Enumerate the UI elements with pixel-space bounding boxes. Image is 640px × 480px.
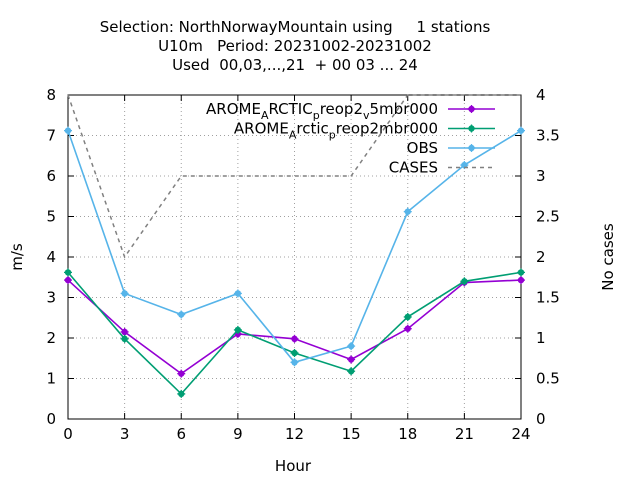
y2-tick-label: 2: [536, 248, 546, 266]
legend-label-part: RCTIC: [268, 100, 312, 118]
x-tick-label: 9: [233, 425, 243, 443]
x-tick-label: 21: [455, 425, 474, 443]
x-tick-label: 18: [398, 425, 417, 443]
chart-title-line-3: Used 00,03,...,21 + 00 03 ... 24: [172, 56, 418, 74]
series-line-3: [67, 94, 521, 259]
series-layer: [64, 94, 525, 398]
y-tick-label: 3: [46, 289, 56, 307]
y2-tick-label: 1: [536, 329, 546, 347]
y-tick-label: 7: [46, 127, 56, 145]
series-1: [64, 268, 525, 398]
x-axis-label: Hour: [275, 457, 312, 475]
x-tick-label: 12: [285, 425, 304, 443]
y2-tick-label: 3.5: [536, 127, 560, 145]
series-0: [64, 276, 525, 378]
legend-label-part: 5mbr000: [370, 100, 438, 118]
y-axis-label: m/s: [8, 243, 26, 271]
legend: AROMEARCTICpreop2v5mbr000AROMEArcticpreo…: [206, 100, 495, 177]
legend-label-part: p: [329, 129, 336, 142]
legend-label-3: CASES: [389, 159, 438, 177]
x-tick-label: 15: [342, 425, 361, 443]
chart-title-line-2: U10m Period: 20231002-20231002: [158, 37, 432, 55]
legend-label-part: AROME: [206, 100, 261, 118]
y-tick-label: 6: [46, 167, 56, 185]
x-tick-label: 6: [176, 425, 186, 443]
y-tick-label: 8: [46, 86, 56, 104]
legend-label-part: rctic: [296, 120, 328, 138]
y2-tick-label: 3: [536, 167, 546, 185]
legend-label-part: reop2: [320, 100, 363, 118]
y2-tick-label: 0: [536, 410, 546, 428]
y2-tick-label: 0.5: [536, 370, 560, 388]
legend-label-2: OBS: [407, 139, 438, 157]
grid-lines: [67, 94, 522, 420]
legend-label-part: p: [313, 109, 320, 122]
legend-label-part: A: [289, 129, 297, 142]
y-tick-label: 1: [46, 370, 56, 388]
chart-title-line-1: Selection: NorthNorwayMountain using 1 s…: [99, 18, 491, 36]
x-tick-label: 3: [120, 425, 130, 443]
y-tick-label: 5: [46, 208, 56, 226]
legend-label-part: OBS: [407, 139, 438, 157]
legend-label-part: CASES: [389, 159, 438, 177]
x-tick-label: 0: [63, 425, 73, 443]
y2-tick-label: 4: [536, 86, 546, 104]
legend-label-part: AROME: [234, 120, 289, 138]
y-tick-label: 2: [46, 329, 56, 347]
legend-label-part: reop2mbr000: [336, 120, 438, 138]
legend-label-0: AROMEARCTICpreop2v5mbr000: [206, 100, 438, 122]
legend-label-1: AROMEArcticpreop2mbr000: [234, 120, 438, 142]
legend-label-part: v: [363, 109, 370, 122]
y-tick-label: 4: [46, 248, 56, 266]
y2-tick-label: 1.5: [536, 289, 560, 307]
y2-tick-label: 2.5: [536, 208, 560, 226]
y-tick-label: 0: [46, 410, 56, 428]
y2-axis-label: No cases: [599, 223, 617, 291]
series-2: [64, 126, 525, 367]
x-tick-label: 24: [511, 425, 530, 443]
series-3: [67, 94, 521, 259]
legend-label-part: A: [261, 109, 269, 122]
